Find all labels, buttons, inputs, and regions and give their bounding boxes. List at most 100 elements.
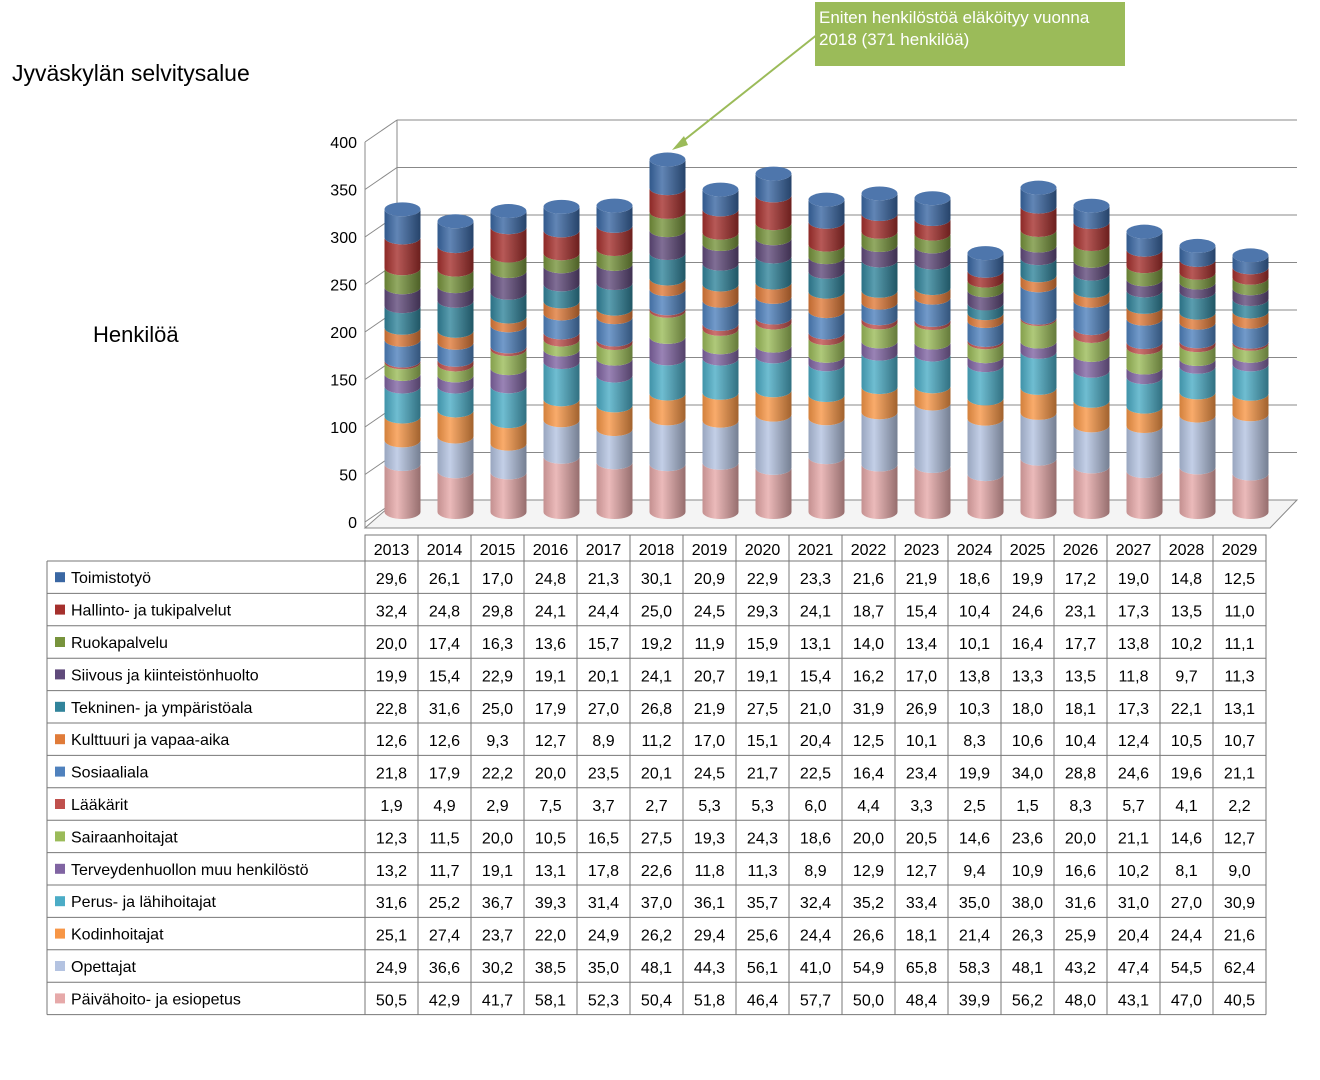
bar-segment [967,339,1004,350]
bar-segment [384,209,421,245]
data-label: 24,1 [535,604,566,621]
data-label: 5,7 [1122,798,1144,815]
data-label: 2,7 [645,798,667,815]
bar-segment [967,280,1004,298]
bar-segment [1020,387,1057,420]
bar-segment [543,253,580,274]
bar-segment [1020,351,1057,395]
bar-segment [437,471,474,519]
data-label: 28,8 [1065,766,1096,783]
data-label: 21,6 [853,571,884,588]
data-label: 27,0 [588,701,619,718]
data-label: 13,8 [1118,636,1149,653]
bar-top [808,192,845,207]
bar-segment [861,213,898,239]
data-label: 43,2 [1065,960,1096,977]
data-label: 32,4 [376,604,407,621]
bar-segment [755,356,792,398]
data-label: 24,9 [376,960,407,977]
data-label: 26,3 [1012,928,1043,945]
bar-segment [1179,259,1216,280]
bar-segment [1020,412,1057,466]
data-label: 62,4 [1224,960,1255,977]
bar-segment [1020,275,1057,293]
data-label: 13,5 [1171,604,1202,621]
data-label: 11,3 [748,863,778,880]
legend-swatch [55,961,65,971]
data-label: 38,5 [535,960,566,977]
bar-segment [808,332,845,346]
bar-segment [808,244,845,265]
data-label: 22,6 [641,863,672,880]
data-label: 24,1 [641,668,672,685]
y-tick-label: 100 [330,420,357,437]
annotation-callout: Eniten henkilöstöä eläköityy vuonna 2018… [815,2,1125,66]
chart-title: Jyväskylän selvitysalue [12,60,250,86]
bar-segment [490,292,527,324]
bar-segment [967,321,1004,347]
data-label: 3,3 [910,798,932,815]
data-label: 12,9 [853,863,884,880]
data-label: 4,1 [1175,798,1197,815]
bar-segment [543,332,580,347]
bar-segment [1126,342,1163,355]
data-label: 18,0 [1012,701,1043,718]
bar-top [967,246,1004,261]
bar-segment [1232,267,1269,285]
data-label: 14,0 [853,636,884,653]
bar-top [755,166,792,181]
data-label: 30,1 [641,571,672,588]
bar-segment [1179,291,1216,320]
data-label: 10,4 [959,604,990,621]
data-label: 15,9 [747,636,778,653]
data-label: 50,4 [641,992,672,1009]
bar-segment [1020,206,1057,237]
bar-segment [543,456,580,519]
data-label: 51,8 [694,992,725,1009]
bar-segment [384,360,421,370]
data-label: 3,7 [592,798,614,815]
bar-segment [596,342,633,366]
bar-segment [1179,282,1216,299]
bar-segment [1126,318,1163,350]
data-label: 22,9 [482,668,513,685]
y-tick-label: 400 [330,135,357,152]
data-label: 19,3 [694,830,725,847]
bar-segment [914,466,951,519]
data-label: 15,4 [906,604,937,621]
data-label: 21,4 [959,928,990,945]
data-label: 16,4 [853,766,884,783]
data-label: 19,1 [482,863,513,880]
data-label: 26,1 [429,571,460,588]
bar-top [596,198,633,213]
annotation-arrowhead [672,136,688,150]
bar-segment [384,339,421,368]
data-label: 22,0 [535,928,566,945]
bar-segment [384,440,421,472]
bar-segment [808,311,845,340]
data-label: 25,9 [1065,928,1096,945]
data-label: 15,4 [800,668,831,685]
bar-segment [437,246,474,277]
data-label: 32,4 [800,895,831,912]
data-label: 8,1 [1175,863,1197,880]
data-label: 10,1 [906,733,937,750]
data-label: 26,6 [853,928,884,945]
data-label: 26,9 [906,701,937,718]
bar-segment [808,221,845,252]
bar-segment [861,353,898,395]
data-label: 12,7 [1224,830,1255,847]
bar-segment [861,290,898,310]
bar-segment [1179,366,1216,400]
bar-segment [967,270,1004,288]
data-label: 17,3 [1118,604,1149,621]
x-tick-label: 2028 [1169,542,1205,559]
bar-segment [490,443,527,480]
bar-segment [861,318,898,330]
data-label: 16,5 [588,830,619,847]
bar-segment [861,412,898,472]
bar-segment [649,289,686,316]
bar-segment [649,336,686,366]
data-label: 25,1 [376,928,407,945]
legend-entry: Hallinto- ja tukipalvelut [71,603,232,620]
